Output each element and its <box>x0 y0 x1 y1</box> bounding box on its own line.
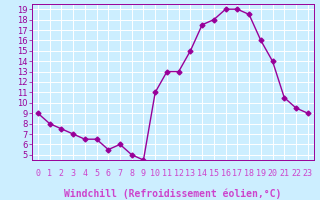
Text: 18: 18 <box>244 170 254 178</box>
Text: 13: 13 <box>185 170 196 178</box>
Text: Windchill (Refroidissement éolien,°C): Windchill (Refroidissement éolien,°C) <box>64 189 282 199</box>
Text: 21: 21 <box>279 170 289 178</box>
Text: 20: 20 <box>268 170 277 178</box>
Text: 7: 7 <box>117 170 123 178</box>
Text: 10: 10 <box>150 170 160 178</box>
Text: 15: 15 <box>209 170 219 178</box>
Text: 12: 12 <box>174 170 184 178</box>
Text: 9: 9 <box>141 170 146 178</box>
Text: 2: 2 <box>59 170 64 178</box>
Text: 6: 6 <box>106 170 111 178</box>
Text: 17: 17 <box>232 170 242 178</box>
Text: 1: 1 <box>47 170 52 178</box>
Text: 4: 4 <box>82 170 87 178</box>
Text: 0: 0 <box>36 170 40 178</box>
Text: 23: 23 <box>303 170 313 178</box>
Text: 16: 16 <box>220 170 231 178</box>
Text: 19: 19 <box>256 170 266 178</box>
Text: 8: 8 <box>129 170 134 178</box>
Text: 3: 3 <box>71 170 76 178</box>
Text: 14: 14 <box>197 170 207 178</box>
Text: 22: 22 <box>291 170 301 178</box>
Text: 11: 11 <box>162 170 172 178</box>
Text: 5: 5 <box>94 170 99 178</box>
